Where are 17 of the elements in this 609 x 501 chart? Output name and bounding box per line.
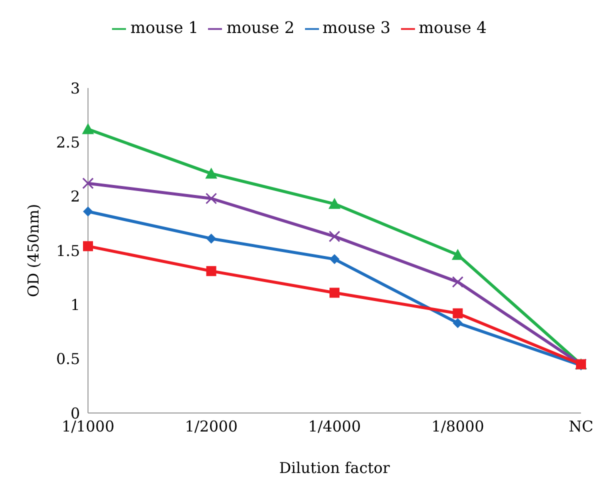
- y-axis-title: OD (450nm): [24, 204, 42, 298]
- x-tick-label: 1/1000: [62, 418, 114, 436]
- x-tick-label: 1/4000: [308, 418, 361, 436]
- x-tick-label: 1/8000: [431, 418, 484, 436]
- legend-label: mouse 3: [322, 18, 391, 37]
- legend-label: mouse 2: [226, 18, 294, 37]
- legend-label: mouse 1: [130, 18, 198, 37]
- x-tick-label: 1/2000: [184, 418, 238, 436]
- x-tick-label: NC: [568, 418, 594, 436]
- y-tick-label: 2: [70, 188, 80, 206]
- y-tick-label: 1: [70, 296, 80, 314]
- y-tick-label: 0.5: [56, 350, 80, 368]
- x-axis-title: Dilution factor: [279, 459, 391, 477]
- y-tick-label: 1.5: [56, 242, 80, 260]
- y-tick-label: 2.5: [56, 133, 80, 152]
- y-tick-label: 3: [70, 79, 80, 98]
- legend-label: mouse 4: [418, 18, 487, 37]
